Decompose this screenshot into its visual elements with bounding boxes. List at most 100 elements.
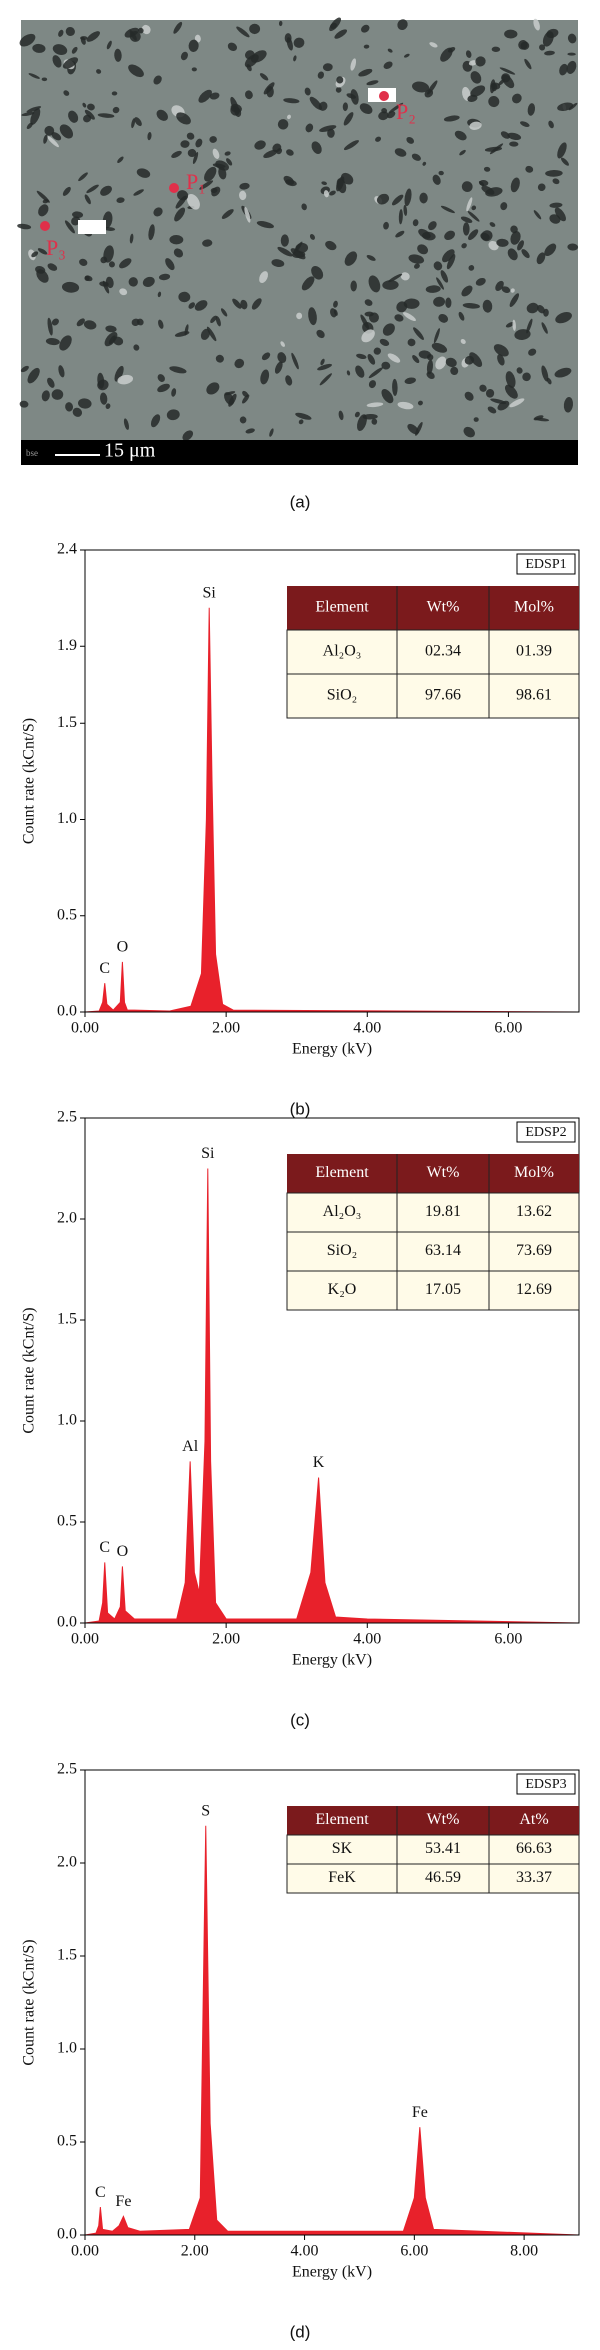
x-axis-title: Energy (kV) xyxy=(292,1652,372,1669)
pore xyxy=(413,327,424,340)
pore xyxy=(65,402,74,412)
pore xyxy=(403,53,410,58)
bright-grain xyxy=(259,271,268,284)
y-tick-label: 0.0 xyxy=(57,1003,77,1020)
pore xyxy=(500,202,508,211)
point-marker xyxy=(379,91,389,101)
pore xyxy=(542,31,554,47)
pore xyxy=(360,314,370,330)
pore xyxy=(51,318,59,326)
pore xyxy=(37,248,48,255)
pore xyxy=(382,280,399,290)
pore xyxy=(86,31,100,42)
pore xyxy=(68,110,79,123)
pore xyxy=(194,300,208,311)
pore xyxy=(133,344,140,351)
pore xyxy=(408,254,425,264)
pore xyxy=(454,130,467,141)
pore xyxy=(186,132,195,140)
pore xyxy=(206,326,217,342)
pore xyxy=(157,383,170,393)
pore xyxy=(311,266,324,280)
pore xyxy=(336,76,344,84)
pore xyxy=(510,177,520,193)
pore xyxy=(245,428,255,434)
pore xyxy=(169,366,187,374)
pore xyxy=(215,354,224,363)
pore xyxy=(395,230,405,238)
y-tick-label: 1.5 xyxy=(57,714,77,731)
pore xyxy=(322,63,333,72)
table-cell: 97.66 xyxy=(425,687,461,704)
peak-label: O xyxy=(117,939,129,956)
pore xyxy=(291,352,299,370)
x-tick-label: 2.00 xyxy=(212,1020,240,1037)
pore xyxy=(234,107,242,117)
pore xyxy=(318,101,328,111)
pore xyxy=(191,67,197,72)
pore xyxy=(77,398,92,409)
pore xyxy=(501,286,511,293)
bright-grain xyxy=(280,341,285,347)
box-label: EDSP2 xyxy=(525,1125,566,1140)
pore xyxy=(404,377,416,385)
pore xyxy=(417,400,423,406)
pore xyxy=(483,166,491,172)
pore xyxy=(71,216,81,226)
pore xyxy=(206,382,220,395)
pore xyxy=(158,273,171,281)
x-axis-title: Energy (kV) xyxy=(292,2264,372,2281)
pore xyxy=(552,178,560,185)
pore xyxy=(388,273,403,283)
pore xyxy=(480,232,490,241)
pore xyxy=(475,56,486,67)
y-tick-label: 2.4 xyxy=(57,541,77,558)
pore xyxy=(426,354,434,361)
pore xyxy=(42,199,49,204)
pore xyxy=(84,275,93,282)
pore xyxy=(295,412,312,420)
pore xyxy=(412,81,430,93)
pore xyxy=(309,234,315,240)
bright-grain xyxy=(403,312,416,322)
x-tick-label: 2.00 xyxy=(181,2243,209,2260)
pore xyxy=(148,224,155,241)
pore xyxy=(96,69,102,74)
pore xyxy=(58,29,64,37)
pore xyxy=(342,102,348,112)
pore xyxy=(187,148,197,158)
pore xyxy=(426,371,435,380)
pore xyxy=(209,136,217,143)
pore xyxy=(544,50,555,56)
pore xyxy=(133,189,144,196)
pore xyxy=(62,186,71,196)
pore xyxy=(19,400,29,408)
pore xyxy=(156,109,168,121)
pore xyxy=(412,355,420,364)
pore xyxy=(373,347,381,355)
pore xyxy=(566,60,577,74)
pore xyxy=(171,388,177,397)
pore xyxy=(422,161,427,166)
pore xyxy=(65,26,75,36)
pore xyxy=(379,338,390,347)
pore xyxy=(468,229,479,241)
pore xyxy=(338,410,344,421)
pore xyxy=(383,221,389,230)
table-cell: K₂O xyxy=(328,1281,357,1298)
pore xyxy=(21,111,35,117)
pore xyxy=(526,318,533,334)
pore xyxy=(361,24,370,33)
pore xyxy=(568,102,578,111)
pore xyxy=(368,367,383,379)
pore xyxy=(460,216,473,223)
pore xyxy=(174,207,186,222)
pore xyxy=(138,27,144,34)
pore xyxy=(465,50,472,58)
y-tick-label: 1.5 xyxy=(57,1311,77,1328)
box-label-frame xyxy=(516,1773,576,1795)
pore xyxy=(123,418,129,430)
pore xyxy=(105,325,117,333)
x-tick-label: 0.00 xyxy=(71,1020,99,1037)
pore xyxy=(445,357,457,368)
